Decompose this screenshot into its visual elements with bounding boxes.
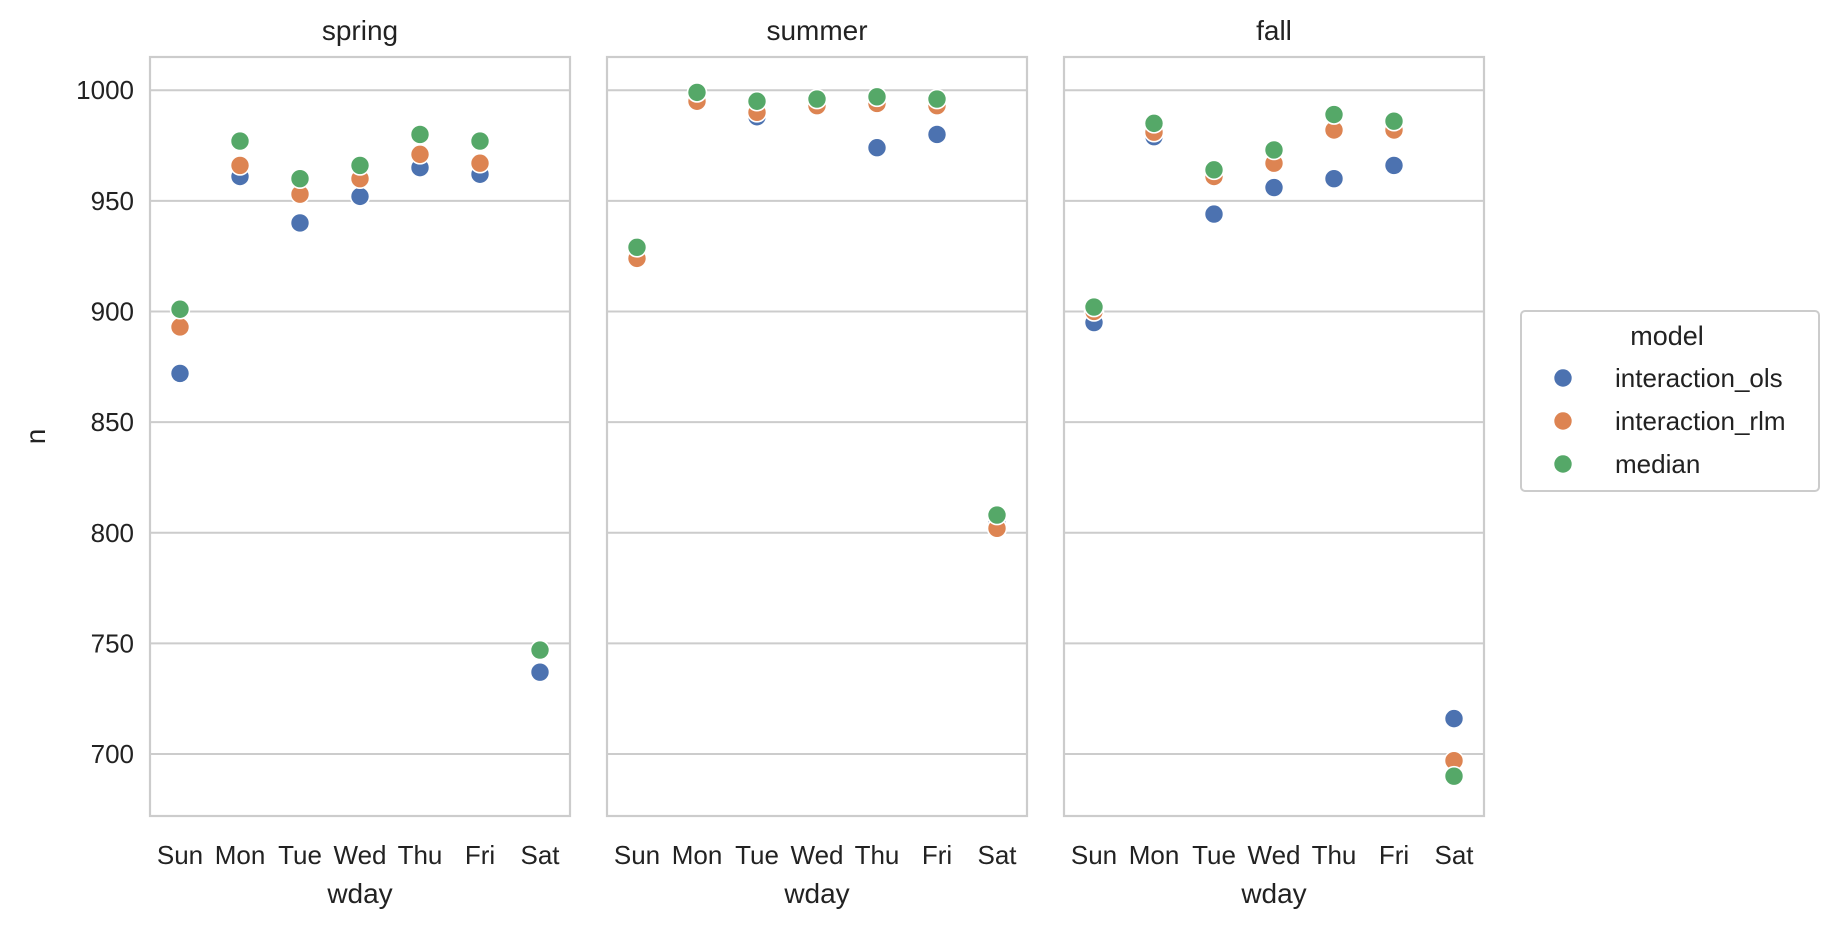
point-median	[1443, 765, 1465, 787]
point-interaction-rlm	[229, 155, 251, 176]
legend: model interaction_ols interaction_rlmmedia…	[1520, 310, 1820, 492]
legend-marker-interaction-ols	[1552, 367, 1574, 389]
x-axis-label: wday	[1240, 878, 1306, 909]
point-median	[409, 124, 431, 145]
x-axis-label: wday	[783, 878, 849, 909]
y-tick-label: 800	[91, 518, 134, 548]
point-median	[1083, 296, 1105, 318]
panel-frame	[605, 55, 1029, 818]
x-tick-label: Sun	[614, 840, 660, 870]
x-tick-label: Sat	[1434, 840, 1474, 870]
legend-label-interaction-rlm: interaction_rlm	[1615, 406, 1786, 436]
point-median	[926, 88, 948, 110]
panel-title: spring	[322, 15, 398, 46]
point-median	[986, 504, 1008, 526]
x-tick-label: Tue	[278, 840, 322, 870]
panel-summer: summer Sun Mon Tue Wed Thu Fri Sat wday	[605, 15, 1029, 909]
panel-spring: spring 700 750 800 850 900 950 1000 n Sun Mon Tue We…	[20, 15, 572, 909]
y-tick-label: 700	[91, 739, 134, 769]
x-tick-label: Mon	[672, 840, 723, 870]
x-tick-label: Sun	[1071, 840, 1117, 870]
point-interaction-ols	[349, 186, 371, 207]
point-median	[1383, 110, 1405, 132]
panel-frame	[148, 55, 572, 818]
x-tick-label: Thu	[855, 840, 900, 870]
x-tick-label: Sun	[157, 840, 203, 870]
point-interaction-ols	[169, 363, 191, 384]
panel-fall: fall Sun Mon Tue Wed Thu Fri Sat wday	[1062, 15, 1486, 909]
point-median	[1203, 159, 1225, 181]
x-tick-label: Fri	[1379, 840, 1409, 870]
x-tick-label: Thu	[1312, 840, 1357, 870]
point-median	[349, 155, 371, 176]
point-median	[866, 86, 888, 108]
point-median	[626, 237, 648, 258]
x-tick-label: Tue	[735, 840, 779, 870]
point-interaction-rlm	[409, 144, 431, 165]
x-tick-label: Fri	[465, 840, 495, 870]
x-tick-label: Sat	[977, 840, 1017, 870]
point-interaction-ols	[529, 661, 551, 683]
point-median	[469, 130, 491, 152]
x-tick-label: Wed	[791, 840, 844, 870]
legend-marker-interaction-rlm	[1552, 410, 1574, 432]
point-median	[169, 298, 191, 320]
x-tick-label: Tue	[1192, 840, 1236, 870]
x-tick-label: Sat	[520, 840, 560, 870]
x-tick-label: Mon	[215, 840, 266, 870]
point-interaction-ols	[1203, 203, 1225, 225]
y-tick-label: 1000	[76, 75, 134, 105]
point-interaction-rlm	[169, 316, 191, 338]
point-median	[1143, 113, 1165, 134]
panel-title: fall	[1256, 15, 1292, 46]
point-median	[289, 168, 311, 190]
x-tick-label: Wed	[334, 840, 387, 870]
point-interaction-ols	[926, 124, 948, 145]
x-tick-label: Wed	[1248, 840, 1301, 870]
point-median	[806, 88, 828, 110]
point-interaction-ols	[1443, 708, 1465, 729]
panel-title: summer	[766, 15, 867, 46]
legend-label-median: median	[1615, 449, 1700, 479]
y-tick-label: 950	[91, 186, 134, 216]
point-median	[1263, 139, 1285, 161]
y-axis-label: n	[20, 429, 51, 445]
point-interaction-ols	[866, 137, 888, 159]
legend-label-interaction-ols: interaction_ols	[1615, 363, 1783, 393]
legend-marker-median	[1552, 453, 1574, 475]
point-median	[529, 639, 551, 661]
point-interaction-rlm	[469, 152, 491, 174]
point-interaction-ols	[1323, 168, 1345, 190]
point-median	[686, 82, 708, 103]
x-tick-label: Fri	[922, 840, 952, 870]
point-median	[229, 130, 251, 152]
point-interaction-ols	[289, 212, 311, 234]
point-median	[1323, 104, 1345, 125]
point-median	[746, 90, 768, 112]
y-tick-label: 900	[91, 296, 134, 326]
legend-box	[1520, 310, 1820, 492]
point-interaction-ols	[1263, 177, 1285, 198]
y-tick-label: 850	[91, 407, 134, 437]
y-tick-label: 750	[91, 628, 134, 658]
point-interaction-ols	[1383, 155, 1405, 176]
x-tick-label: Mon	[1129, 840, 1180, 870]
x-axis-label: wday	[326, 878, 392, 909]
panel-frame	[1062, 55, 1486, 818]
legend-title: model	[1630, 321, 1704, 351]
x-tick-label: Thu	[398, 840, 443, 870]
